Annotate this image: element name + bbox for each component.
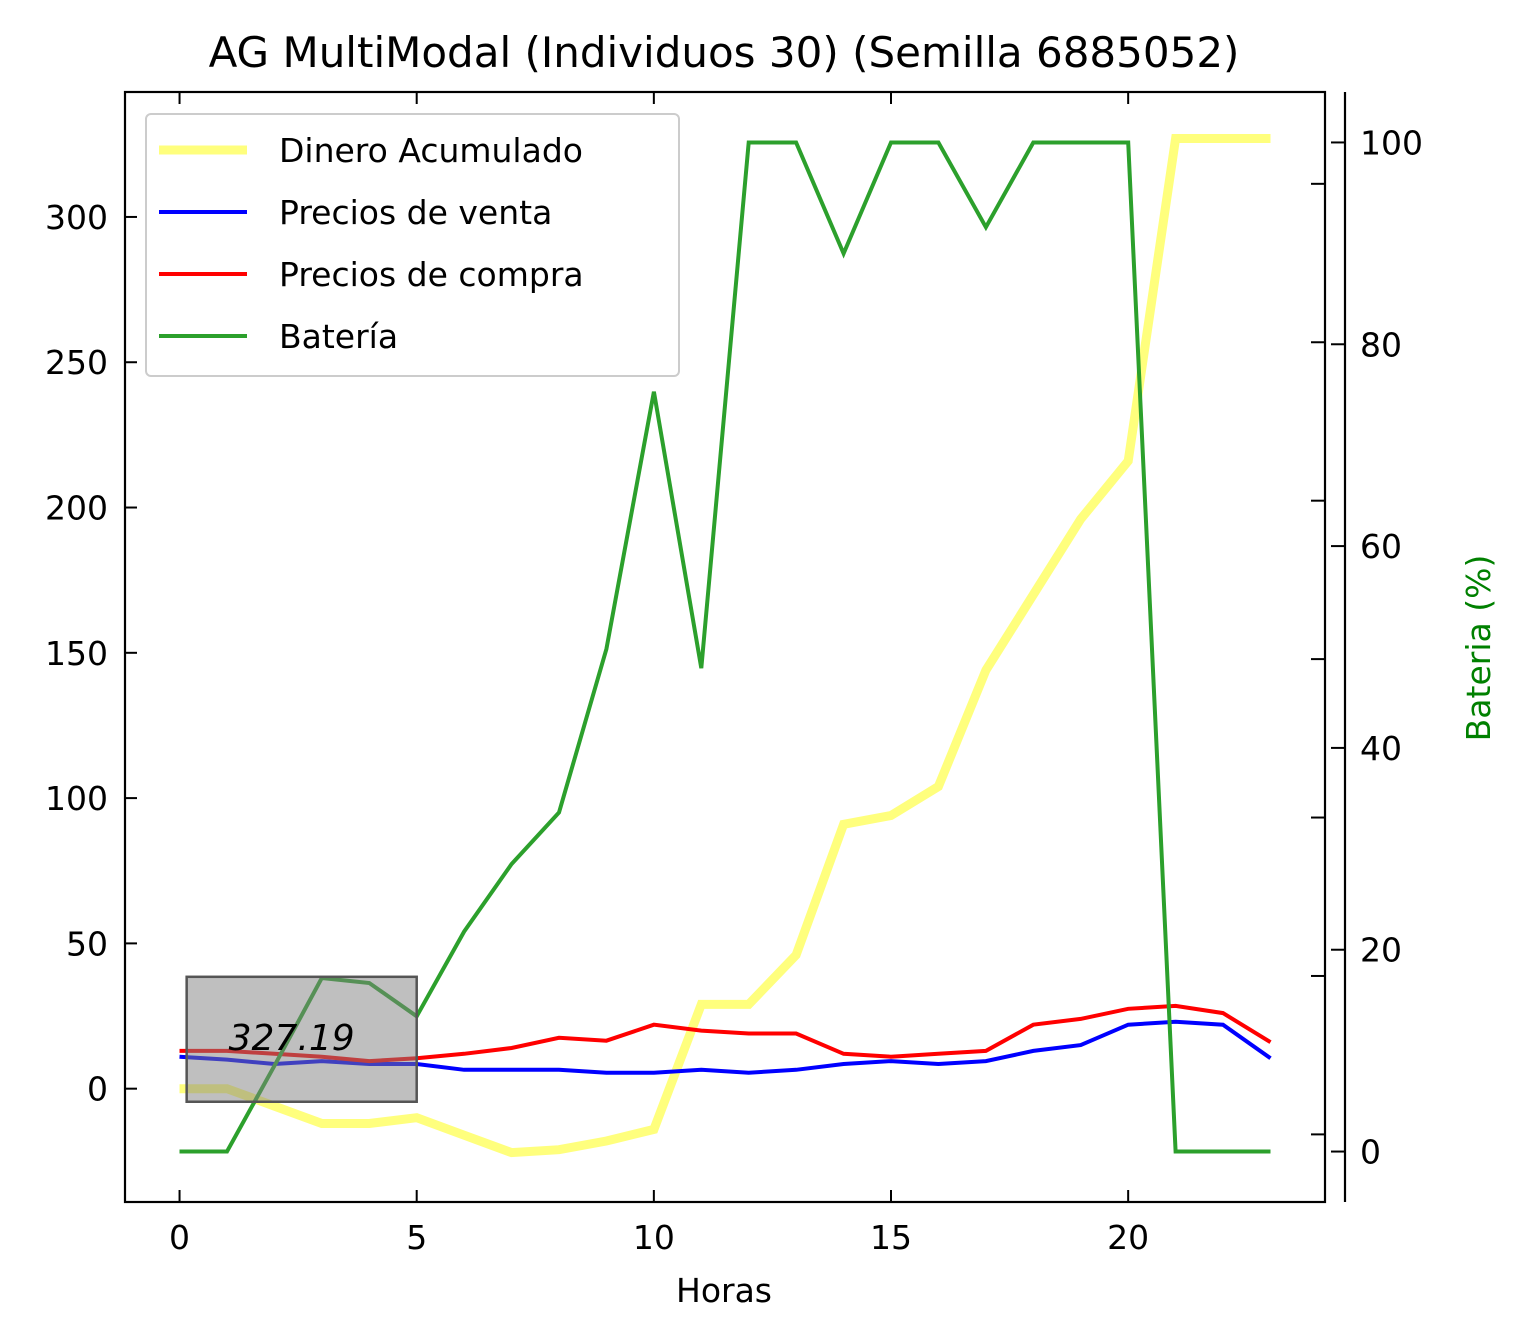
y2-tick-label-2: 40 bbox=[1360, 729, 1402, 768]
y-tick-label-3: 150 bbox=[45, 634, 108, 673]
y2-axis-label: Bateria (%) bbox=[1459, 555, 1498, 742]
y-tick-label-0: 0 bbox=[87, 1070, 108, 1109]
legend-label-0: Dinero Acumulado bbox=[279, 131, 583, 170]
y2-tick-label-1: 20 bbox=[1360, 931, 1402, 970]
legend: Dinero Acumulado Precios de venta Precios … bbox=[145, 113, 680, 377]
x-tick-label-4: 20 bbox=[1107, 1218, 1149, 1257]
legend-label-2: Precios de compra bbox=[279, 255, 584, 294]
annotation-text: 327.19 bbox=[229, 1018, 355, 1059]
legend-label-1: Precios de venta bbox=[279, 193, 552, 232]
annotation-box bbox=[185, 975, 418, 1104]
y2-tick-label-5: 100 bbox=[1360, 123, 1423, 162]
y-tick-label-2: 100 bbox=[45, 779, 108, 818]
y-tick-label-1: 50 bbox=[66, 924, 108, 963]
chart-title: AG MultiModal (Individuos 30) (Semilla 6… bbox=[209, 28, 1240, 77]
series-line-0 bbox=[179, 134, 1271, 1158]
y-tick-label-5: 250 bbox=[45, 343, 108, 382]
legend-label-3: Batería bbox=[279, 317, 398, 356]
x-axis-label: Horas bbox=[676, 1271, 772, 1310]
x-tick-label-0: 0 bbox=[169, 1218, 190, 1257]
x-tick-label-3: 15 bbox=[870, 1218, 912, 1257]
y2-tick-label-3: 60 bbox=[1360, 527, 1402, 566]
legend-box bbox=[145, 113, 680, 377]
y2-tick-label-0: 0 bbox=[1360, 1133, 1381, 1172]
plot-area: 327.19 bbox=[179, 134, 1272, 1158]
y2-tick-label-4: 80 bbox=[1360, 325, 1402, 364]
axes-frame bbox=[123, 90, 1327, 1204]
y-tick-label-6: 300 bbox=[45, 198, 108, 237]
x-tick-label-2: 10 bbox=[633, 1218, 675, 1257]
y-tick-label-4: 200 bbox=[45, 489, 108, 528]
x-tick-label-1: 5 bbox=[406, 1218, 427, 1257]
